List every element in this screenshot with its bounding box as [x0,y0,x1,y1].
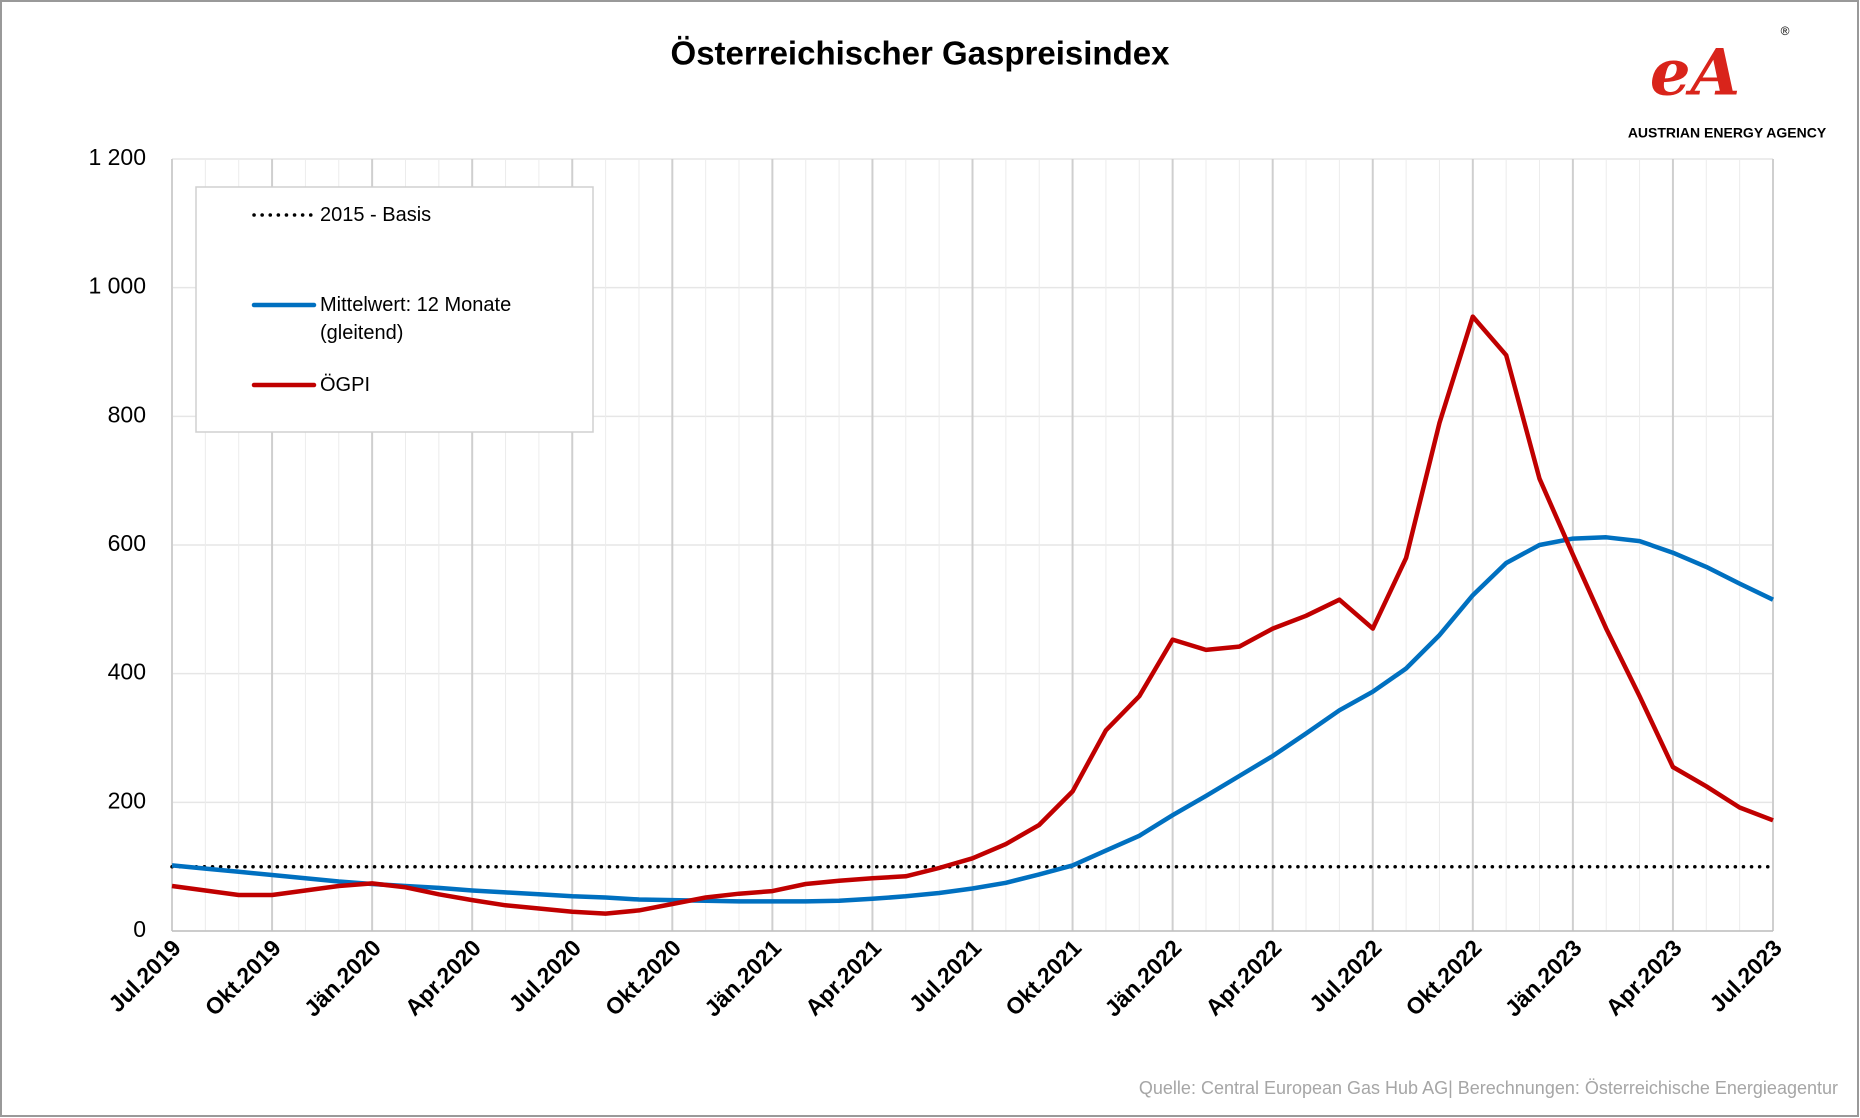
legend-label: Mittelwert: 12 Monate (gleitend) [320,294,512,344]
logo-registered: ® [1781,24,1790,38]
x-tick-label: Jul.2023 [1704,934,1787,1017]
x-tick-label: Jul.2020 [503,934,586,1017]
legend-box [195,186,594,433]
y-tick-label: 800 [108,401,146,427]
x-tick-label: Jän.2022 [1099,934,1186,1021]
series-line [171,314,1774,916]
y-tick-label: 400 [108,659,146,685]
y-tick-label: 1 000 [88,273,146,299]
logo-name: AUSTRIAN ENERGY AGENCY [1628,125,1827,141]
y-tick-label: 200 [108,787,146,813]
x-tick-label: Jul.2021 [904,934,987,1017]
x-tick-label: Jän.2021 [699,934,786,1021]
x-tick-label: Apr.2023 [1601,934,1687,1020]
x-tick-label: Okt.2021 [1000,934,1086,1020]
y-tick-label: 1 200 [88,144,146,170]
x-tick-label: Apr.2022 [1200,934,1286,1020]
x-tick-label: Apr.2020 [400,934,486,1020]
x-tick-label: Jul.2019 [103,934,186,1017]
x-tick-label: Apr.2021 [800,934,886,1020]
x-tick-label: Okt.2022 [1400,934,1486,1020]
source-note: Quelle: Central European Gas Hub AG| Ber… [1139,1078,1838,1098]
x-tick-label: Okt.2019 [200,934,286,1020]
x-tick-label: Jän.2023 [1500,934,1587,1021]
series-line [171,535,1774,904]
x-tick-label: Jän.2020 [299,934,386,1021]
x-tick-label: Jul.2022 [1304,934,1387,1017]
chart-title: Österreichischer Gaspreisindex [671,35,1171,72]
y-tick-label: 600 [108,530,146,556]
y-tick-label: 0 [133,916,146,942]
legend-label: 2015 - Basis [320,204,432,226]
x-tick-label: Okt.2020 [600,934,686,1020]
legend-label: ÖGPI [320,374,371,396]
logo-mark: eA [1650,36,1740,111]
